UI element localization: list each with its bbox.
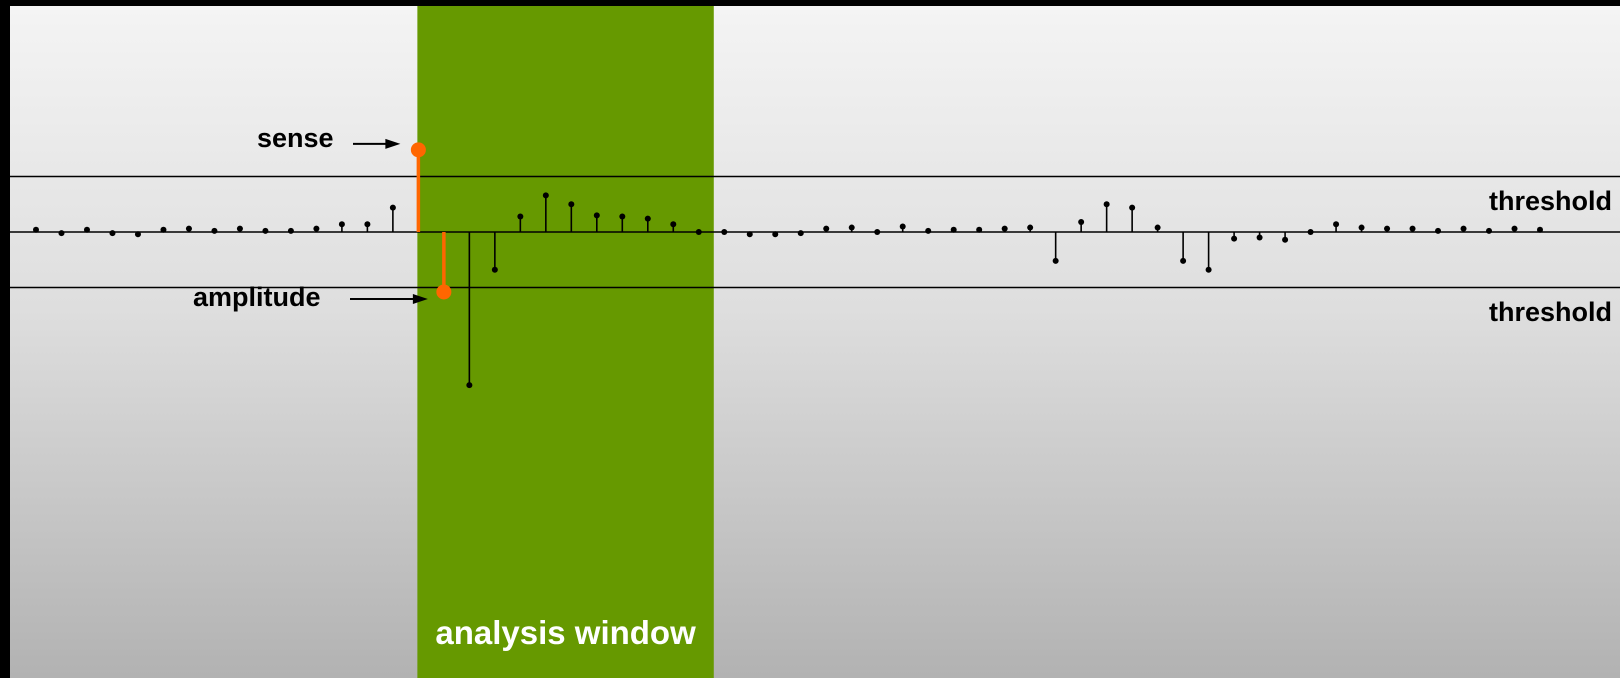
stem-marker-51 xyxy=(1333,221,1340,228)
stem-marker-31 xyxy=(823,225,830,232)
threshold-upper-label: threshold xyxy=(1488,185,1612,216)
stem-marker-11 xyxy=(313,225,320,232)
stem-marker-36 xyxy=(950,226,957,233)
stem-marker-12 xyxy=(338,221,345,228)
sense-label: sense xyxy=(257,122,334,153)
plot-area: sense amplitude threshold threshold anal… xyxy=(10,6,1620,678)
stem-marker-16 xyxy=(436,284,452,300)
sense-arrow-head xyxy=(385,138,401,149)
stem-marker-47 xyxy=(1231,235,1238,242)
stem-marker-44 xyxy=(1154,224,1161,231)
stem-marker-7 xyxy=(211,227,218,234)
stem-marker-45 xyxy=(1180,257,1187,264)
stem-marker-9 xyxy=(262,227,269,234)
stem-marker-40 xyxy=(1052,257,1059,264)
stem-marker-28 xyxy=(746,231,753,238)
stem-chart xyxy=(10,6,1620,678)
stem-marker-5 xyxy=(160,226,167,233)
stem-marker-43 xyxy=(1129,204,1136,211)
stem-marker-59 xyxy=(1537,226,1543,233)
stem-marker-17 xyxy=(466,382,473,389)
stem-marker-14 xyxy=(389,204,396,211)
stem-marker-23 xyxy=(619,213,626,220)
stem-marker-21 xyxy=(568,201,575,208)
stem-marker-2 xyxy=(83,226,90,233)
stem-marker-15 xyxy=(410,142,426,158)
stem-marker-46 xyxy=(1205,266,1212,273)
stem-marker-24 xyxy=(644,215,651,222)
stem-marker-19 xyxy=(517,213,524,220)
stem-marker-49 xyxy=(1282,236,1289,243)
stem-marker-8 xyxy=(236,225,243,232)
stem-marker-22 xyxy=(593,212,600,219)
stem-marker-1 xyxy=(58,230,65,237)
stem-marker-42 xyxy=(1103,201,1110,208)
amplitude-label: amplitude xyxy=(193,281,321,312)
stem-marker-39 xyxy=(1027,224,1034,231)
stem-marker-55 xyxy=(1435,227,1442,234)
stem-marker-35 xyxy=(925,227,932,234)
stem-marker-41 xyxy=(1078,219,1085,226)
annotation-arrows xyxy=(350,138,428,304)
stem-marker-27 xyxy=(721,229,728,235)
stem-marker-30 xyxy=(797,230,804,237)
threshold-lower-label: threshold xyxy=(1488,296,1612,327)
amplitude-arrow-head xyxy=(412,293,428,304)
stem-marker-29 xyxy=(772,231,779,238)
stem-marker-58 xyxy=(1511,225,1518,232)
stem-marker-33 xyxy=(874,229,881,235)
stem-marker-4 xyxy=(134,231,141,238)
analysis-window-rect xyxy=(417,6,714,678)
stem-marker-26 xyxy=(695,229,702,235)
stem-marker-50 xyxy=(1307,229,1314,235)
stem-marker-57 xyxy=(1486,227,1493,234)
stem-marker-3 xyxy=(109,230,116,237)
stem-marker-37 xyxy=(976,226,983,233)
stem-marker-38 xyxy=(1001,225,1008,232)
stem-marker-53 xyxy=(1384,225,1391,232)
stem-marker-0 xyxy=(33,226,39,233)
stem-series xyxy=(33,142,1543,389)
stem-marker-48 xyxy=(1256,234,1263,241)
stem-marker-25 xyxy=(670,221,677,228)
stem-marker-52 xyxy=(1358,224,1365,231)
stem-marker-20 xyxy=(542,192,549,199)
stem-marker-32 xyxy=(848,224,855,231)
stem-marker-34 xyxy=(899,223,906,230)
stem-marker-56 xyxy=(1460,225,1467,232)
stem-marker-54 xyxy=(1409,225,1416,232)
stem-marker-18 xyxy=(491,266,498,273)
stem-marker-6 xyxy=(185,225,192,232)
stem-marker-13 xyxy=(364,221,371,228)
stem-marker-10 xyxy=(287,227,294,234)
analysis-window-label: analysis window xyxy=(435,614,696,651)
